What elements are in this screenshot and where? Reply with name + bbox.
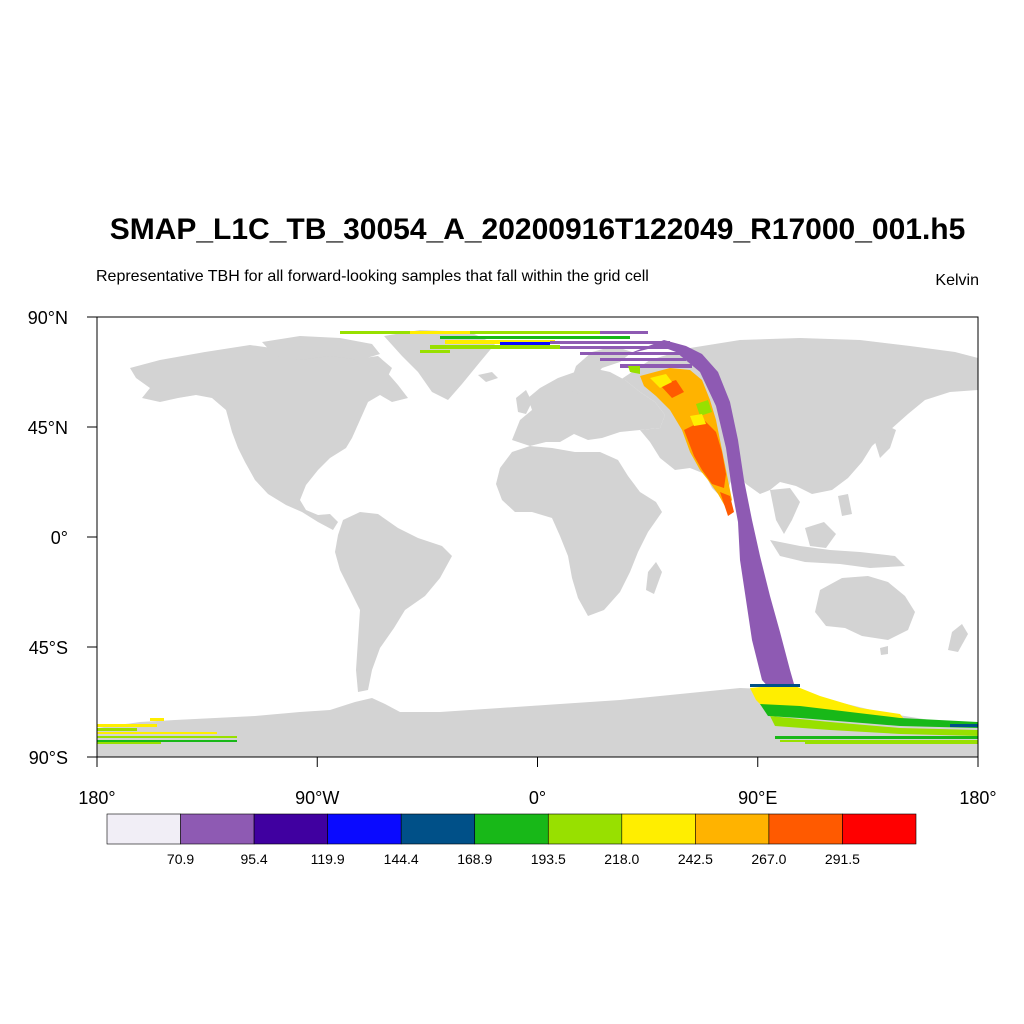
- lat-tick-label: 90°S: [29, 748, 68, 768]
- colorbar-label: 291.5: [825, 851, 860, 867]
- colorbar-label: 144.4: [384, 851, 419, 867]
- colorbar-label: 267.0: [751, 851, 786, 867]
- landmass-southeast-asia: [770, 488, 800, 534]
- swath-arctic-stripe: [430, 345, 560, 349]
- landmass-europe: [512, 368, 665, 446]
- swath-arctic-stripe: [340, 331, 410, 334]
- landmass-tasmania: [880, 646, 888, 655]
- landmass-borneo: [805, 522, 836, 548]
- swath-arctic-stripe: [600, 358, 686, 361]
- swath-arctic-stripe: [410, 331, 470, 334]
- colorbar: 70.9 95.4 119.9 144.4 168.9 193.5 218.0 242.5 26…: [106, 813, 917, 867]
- colorbar-box: [842, 813, 917, 845]
- colorbar-box: [106, 813, 181, 845]
- lat-tick-label: 45°S: [29, 638, 68, 658]
- plot-title: SMAP_L1C_TB_30054_A_20200916T122049_R170…: [109, 213, 966, 246]
- swath-arctic-stripe: [470, 331, 600, 334]
- swath-antarctic-stripe: [150, 718, 164, 721]
- colorbar-label: 168.9: [457, 851, 492, 867]
- colorbar-box: [327, 813, 402, 845]
- colorbar-box: [400, 813, 476, 845]
- landmass-africa: [496, 446, 662, 616]
- colorbar-label: 193.5: [531, 851, 566, 867]
- plot-subtitle: Representative TBH for all forward-looki…: [96, 268, 649, 285]
- colorbar-label: 242.5: [678, 851, 713, 867]
- swath-main-band: [628, 340, 798, 700]
- swath-antarctic-green: [760, 704, 978, 728]
- units-label: Kelvin: [935, 272, 979, 289]
- swath-antarctic-stripe: [775, 736, 978, 739]
- colorbar-label: 119.9: [311, 851, 345, 867]
- lon-tick-label: 90°W: [295, 788, 339, 808]
- lon-tick-label: 90°E: [738, 788, 777, 808]
- landmass-philippines: [838, 494, 852, 516]
- plot-area: [97, 317, 978, 757]
- swath-arctic-stripe: [620, 364, 692, 368]
- landmass-new-zealand: [948, 624, 968, 652]
- swath-antarctic-stripe: [780, 740, 978, 742]
- landmass-south-america: [335, 512, 452, 692]
- colorbar-label: 218.0: [604, 851, 639, 867]
- landmass-indonesia: [770, 540, 905, 568]
- lon-tick-label: 0°: [529, 788, 546, 808]
- swath-antarctic-stripe: [97, 742, 161, 744]
- swath-land-hot: [720, 492, 734, 516]
- colorbar-box: [253, 813, 328, 845]
- colorbar-box: [695, 813, 770, 845]
- swath-arctic-stripe: [440, 336, 630, 339]
- swath-arctic-stripe: [500, 342, 550, 345]
- swath-arctic-stripe: [580, 352, 680, 355]
- swath-antarctic-stripe: [97, 728, 137, 731]
- landmass-north-america: [130, 345, 408, 530]
- colorbar-box: [621, 813, 696, 845]
- swath-antarctic-stripe: [97, 732, 217, 734]
- swath-arctic-stripe: [550, 341, 670, 344]
- swath-arctic-stripe: [560, 346, 680, 349]
- colorbar-box: [180, 813, 255, 845]
- landmass-baffin: [350, 356, 392, 382]
- landmass-british-isles: [516, 390, 532, 414]
- colorbar-label: 95.4: [240, 851, 267, 867]
- lat-tick-label: 0°: [51, 528, 68, 548]
- landmass-iceland: [478, 372, 498, 382]
- swath-land-mild: [690, 414, 706, 426]
- landmass-japan: [875, 426, 896, 458]
- lon-tick-label: 180°: [78, 788, 115, 808]
- colorbar-label: 70.9: [167, 851, 194, 867]
- colorbar-box: [547, 813, 623, 845]
- swath-arctic-stripe: [420, 350, 450, 353]
- swath-antarctic-stripe: [97, 736, 237, 738]
- swath-land-mild: [628, 366, 640, 374]
- tbh-swath: [97, 331, 978, 744]
- swath-antarctic-lime: [770, 716, 978, 736]
- lon-tick-label: 180°: [959, 788, 996, 808]
- landmass-madagascar: [646, 562, 662, 594]
- lat-tick-label: 45°N: [28, 418, 68, 438]
- swath-antarctic-stripe: [950, 724, 978, 727]
- colorbar-box: [474, 813, 549, 845]
- colorbar-box: [768, 813, 843, 845]
- landmass-australia: [815, 576, 915, 640]
- lat-tick-label: 90°N: [28, 308, 68, 328]
- landmass-arctic-archipelago: [262, 336, 380, 360]
- swath-antarctic-stripe: [805, 742, 978, 744]
- swath-land-mild: [696, 400, 712, 416]
- swath-antarctic-stripe: [750, 684, 800, 687]
- landmass-antarctica: [97, 688, 978, 757]
- swath-antarctic-stripe: [97, 724, 157, 727]
- swath-land-hot: [684, 420, 726, 488]
- swath-antarctic-stripe: [97, 740, 237, 742]
- swath-land-mild: [650, 374, 672, 388]
- map-axes: 90°N 45°N 0° 45°S 90°S 180° 90°W 0° 90°E 180°: [28, 308, 997, 808]
